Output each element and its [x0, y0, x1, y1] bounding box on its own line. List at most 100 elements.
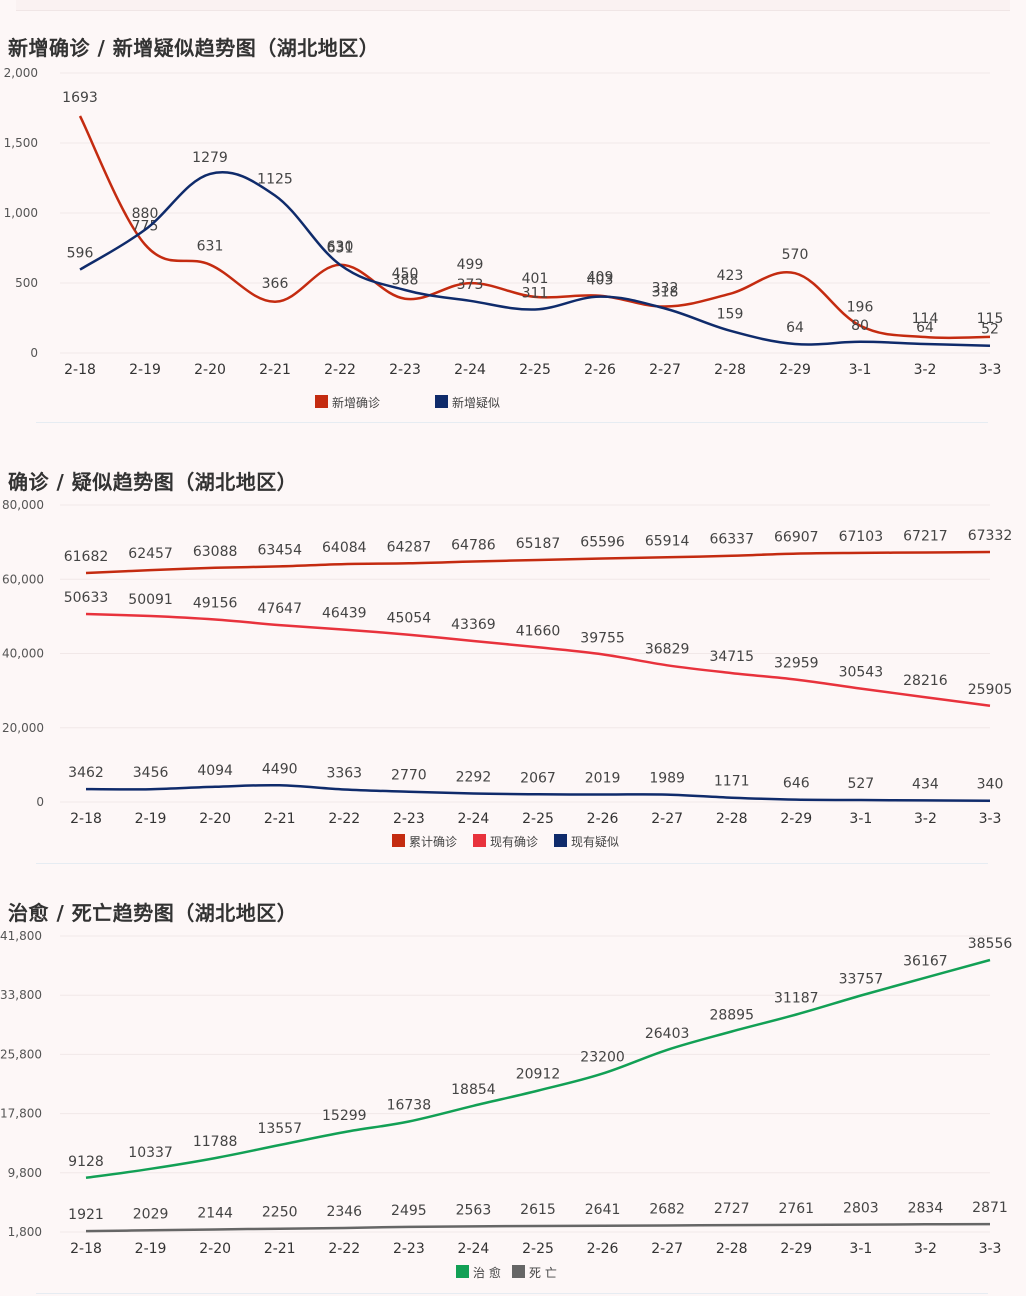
data-label: 2019 [585, 771, 621, 787]
data-label: 434 [912, 776, 939, 792]
x-tick-label: 3-2 [914, 811, 937, 827]
data-label: 2770 [391, 768, 427, 784]
x-tick-label: 3-3 [979, 362, 1002, 378]
y-tick-label: 80,000 [2, 498, 44, 512]
y-tick-label: 0 [36, 795, 44, 809]
data-label: 401 [522, 271, 549, 287]
data-label: 18854 [451, 1082, 496, 1098]
data-label: 80 [851, 318, 869, 334]
data-label: 28216 [903, 673, 948, 689]
y-tick-label: 60,000 [2, 572, 44, 586]
data-label: 646 [783, 776, 810, 792]
data-label: 527 [847, 776, 874, 792]
y-tick-label: 40,000 [2, 647, 44, 661]
data-label: 41660 [516, 623, 561, 639]
data-label: 64786 [451, 537, 496, 553]
x-tick-label: 2-24 [458, 1241, 490, 1257]
x-tick-label: 2-27 [651, 1241, 683, 1257]
chart-title: 治愈 / 死亡趋势图（湖北地区） [8, 901, 298, 925]
data-label: 4094 [197, 763, 233, 779]
data-label: 388 [392, 273, 419, 289]
x-tick-label: 2-22 [324, 362, 356, 378]
x-tick-label: 2-23 [389, 362, 421, 378]
series-line [78, 115, 991, 340]
data-label: 64 [786, 320, 804, 336]
data-label: 2682 [649, 1201, 685, 1217]
x-tick-label: 2-26 [587, 1241, 619, 1257]
x-tick-label: 2-23 [393, 1241, 425, 1257]
x-tick-label: 3-3 [979, 811, 1002, 827]
x-tick-label: 2-24 [458, 811, 490, 827]
x-tick-label: 2-27 [651, 811, 683, 827]
series-line [79, 171, 991, 347]
data-label: 2834 [908, 1200, 944, 1216]
panel-divider [36, 422, 988, 423]
series-line [85, 783, 991, 802]
data-label: 2292 [456, 769, 492, 785]
data-label: 49156 [193, 596, 238, 612]
data-label: 570 [782, 247, 809, 263]
y-tick-label: 17,800 [0, 1107, 42, 1121]
y-tick-label: 25,800 [0, 1047, 42, 1061]
data-label: 196 [847, 300, 874, 316]
legend-swatch [456, 1265, 469, 1278]
data-label: 2346 [326, 1204, 362, 1220]
data-label: 1171 [714, 774, 750, 790]
data-label: 67103 [839, 529, 884, 545]
data-label: 2144 [197, 1205, 233, 1221]
recovered-deaths-chart-panel: 治愈 / 死亡趋势图（湖北地区） 1,800 9,800 17,800 25,800 3… [0, 865, 1026, 1296]
cumulative-cases-chart-panel: 确诊 / 疑似趋势图（湖北地区） 0 20,000 40,000 60,000 80,0… [0, 430, 1026, 865]
data-label: 311 [522, 285, 549, 301]
data-label: 25905 [968, 682, 1013, 698]
legend-swatch [554, 834, 567, 847]
chart-title: 新增确诊 / 新增疑似趋势图（湖北地区） [8, 36, 380, 60]
x-tick-label: 2-25 [522, 1241, 554, 1257]
x-tick-label: 3-1 [849, 1241, 872, 1257]
legend-label: 治 愈 [473, 1265, 501, 1280]
data-label: 66907 [774, 530, 819, 546]
x-tick-label: 2-26 [587, 811, 619, 827]
data-label: 2727 [714, 1201, 750, 1217]
data-label: 409 [587, 270, 614, 286]
x-tick-label: 2-25 [519, 362, 551, 378]
data-label: 880 [132, 206, 159, 222]
new-cases-chart-panel: 新增确诊 / 新增疑似趋势图（湖北地区） 0 500 1,000 1,500 2,000… [0, 0, 1026, 430]
data-label: 2641 [585, 1202, 621, 1218]
data-label: 63454 [257, 542, 302, 558]
x-tick-label: 2-20 [199, 1241, 231, 1257]
data-label: 67217 [903, 528, 948, 544]
y-tick-label: 33,800 [0, 988, 42, 1002]
data-label: 33757 [839, 972, 884, 988]
data-label: 45054 [387, 611, 432, 627]
data-label: 47647 [257, 601, 302, 617]
data-label: 2495 [391, 1203, 427, 1219]
data-label: 2067 [520, 770, 556, 786]
x-tick-label: 2-24 [454, 362, 486, 378]
data-label: 20912 [516, 1067, 561, 1083]
data-label: 2761 [778, 1201, 814, 1217]
legend-swatch [435, 395, 448, 408]
y-tick-label: 2,000 [4, 66, 38, 80]
data-label: 631 [327, 241, 354, 257]
x-tick-label: 3-1 [849, 362, 872, 378]
data-label: 2871 [972, 1200, 1008, 1216]
data-label: 50091 [128, 592, 173, 608]
data-label: 26403 [645, 1026, 690, 1042]
data-label: 15299 [322, 1108, 367, 1124]
x-tick-label: 3-2 [914, 362, 937, 378]
x-tick-label: 2-21 [259, 362, 291, 378]
data-label: 39755 [580, 630, 625, 646]
x-tick-label: 2-29 [779, 362, 811, 378]
data-label: 2250 [262, 1205, 298, 1221]
x-tick-label: 2-18 [70, 1241, 102, 1257]
legend-swatch [512, 1265, 525, 1278]
new-cases-line-chart: 0 500 1,000 1,500 2,000 2-18 2-19 2-20 2-21 2-22 2… [4, 66, 1004, 410]
legend-label: 现有疑似 [571, 834, 619, 849]
y-tick-label: 1,000 [4, 206, 38, 220]
data-label: 52 [981, 322, 999, 338]
x-tick-label: 2-26 [584, 362, 616, 378]
series-line [85, 550, 991, 575]
y-tick-label: 41,800 [0, 929, 42, 943]
data-label: 3456 [133, 765, 169, 781]
x-tick-label: 2-21 [264, 1241, 296, 1257]
